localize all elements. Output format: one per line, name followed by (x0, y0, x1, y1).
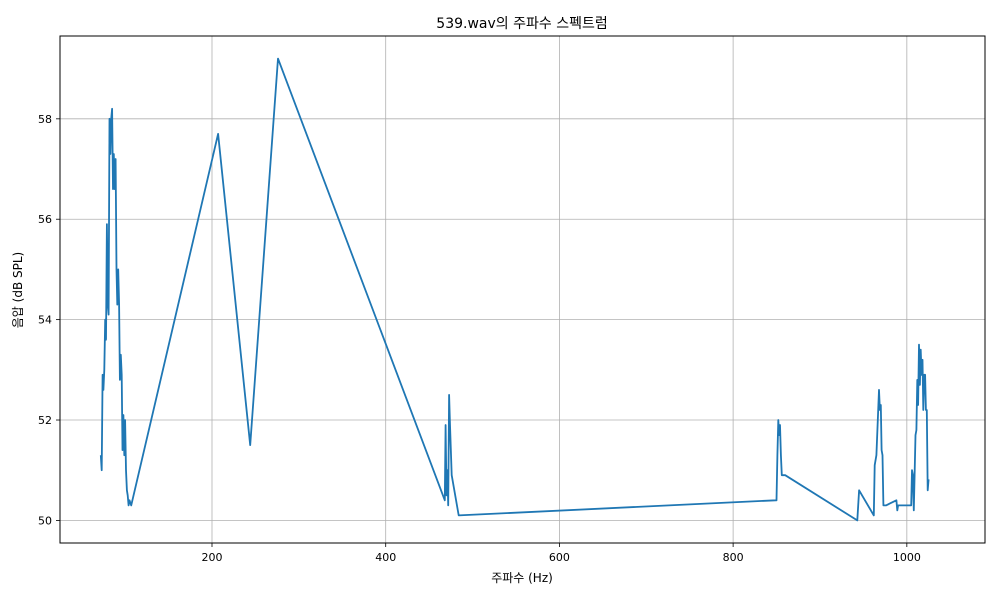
y-tick-label: 58 (38, 113, 52, 126)
x-tick-label: 200 (201, 551, 222, 564)
y-axis-title: 음압 (dB SPL) (11, 252, 25, 328)
plot-frame (59, 35, 986, 544)
y-tick-label: 50 (38, 514, 52, 527)
x-axis-ticks: 200 400 600 800 1000 (201, 543, 921, 564)
x-gridlines (211, 36, 908, 543)
x-tick-label: 400 (375, 551, 396, 564)
x-axis-title: 주파수 (Hz) (491, 571, 553, 585)
y-axis-ticks: 50 52 54 56 58 (38, 113, 60, 527)
plot-area (60, 36, 985, 543)
series-layer (99, 57, 930, 522)
y-tick-label: 56 (38, 213, 52, 226)
y-gridlines (60, 118, 985, 521)
y-tick-label: 52 (38, 414, 52, 427)
x-tick-label: 600 (549, 551, 570, 564)
x-tick-label: 800 (723, 551, 744, 564)
chart-title: 539.wav의 주파수 스펙트럼 (436, 16, 607, 32)
y-tick-label: 54 (38, 314, 52, 327)
x-tick-label: 1000 (893, 551, 921, 564)
spectrum-line (99, 57, 930, 522)
